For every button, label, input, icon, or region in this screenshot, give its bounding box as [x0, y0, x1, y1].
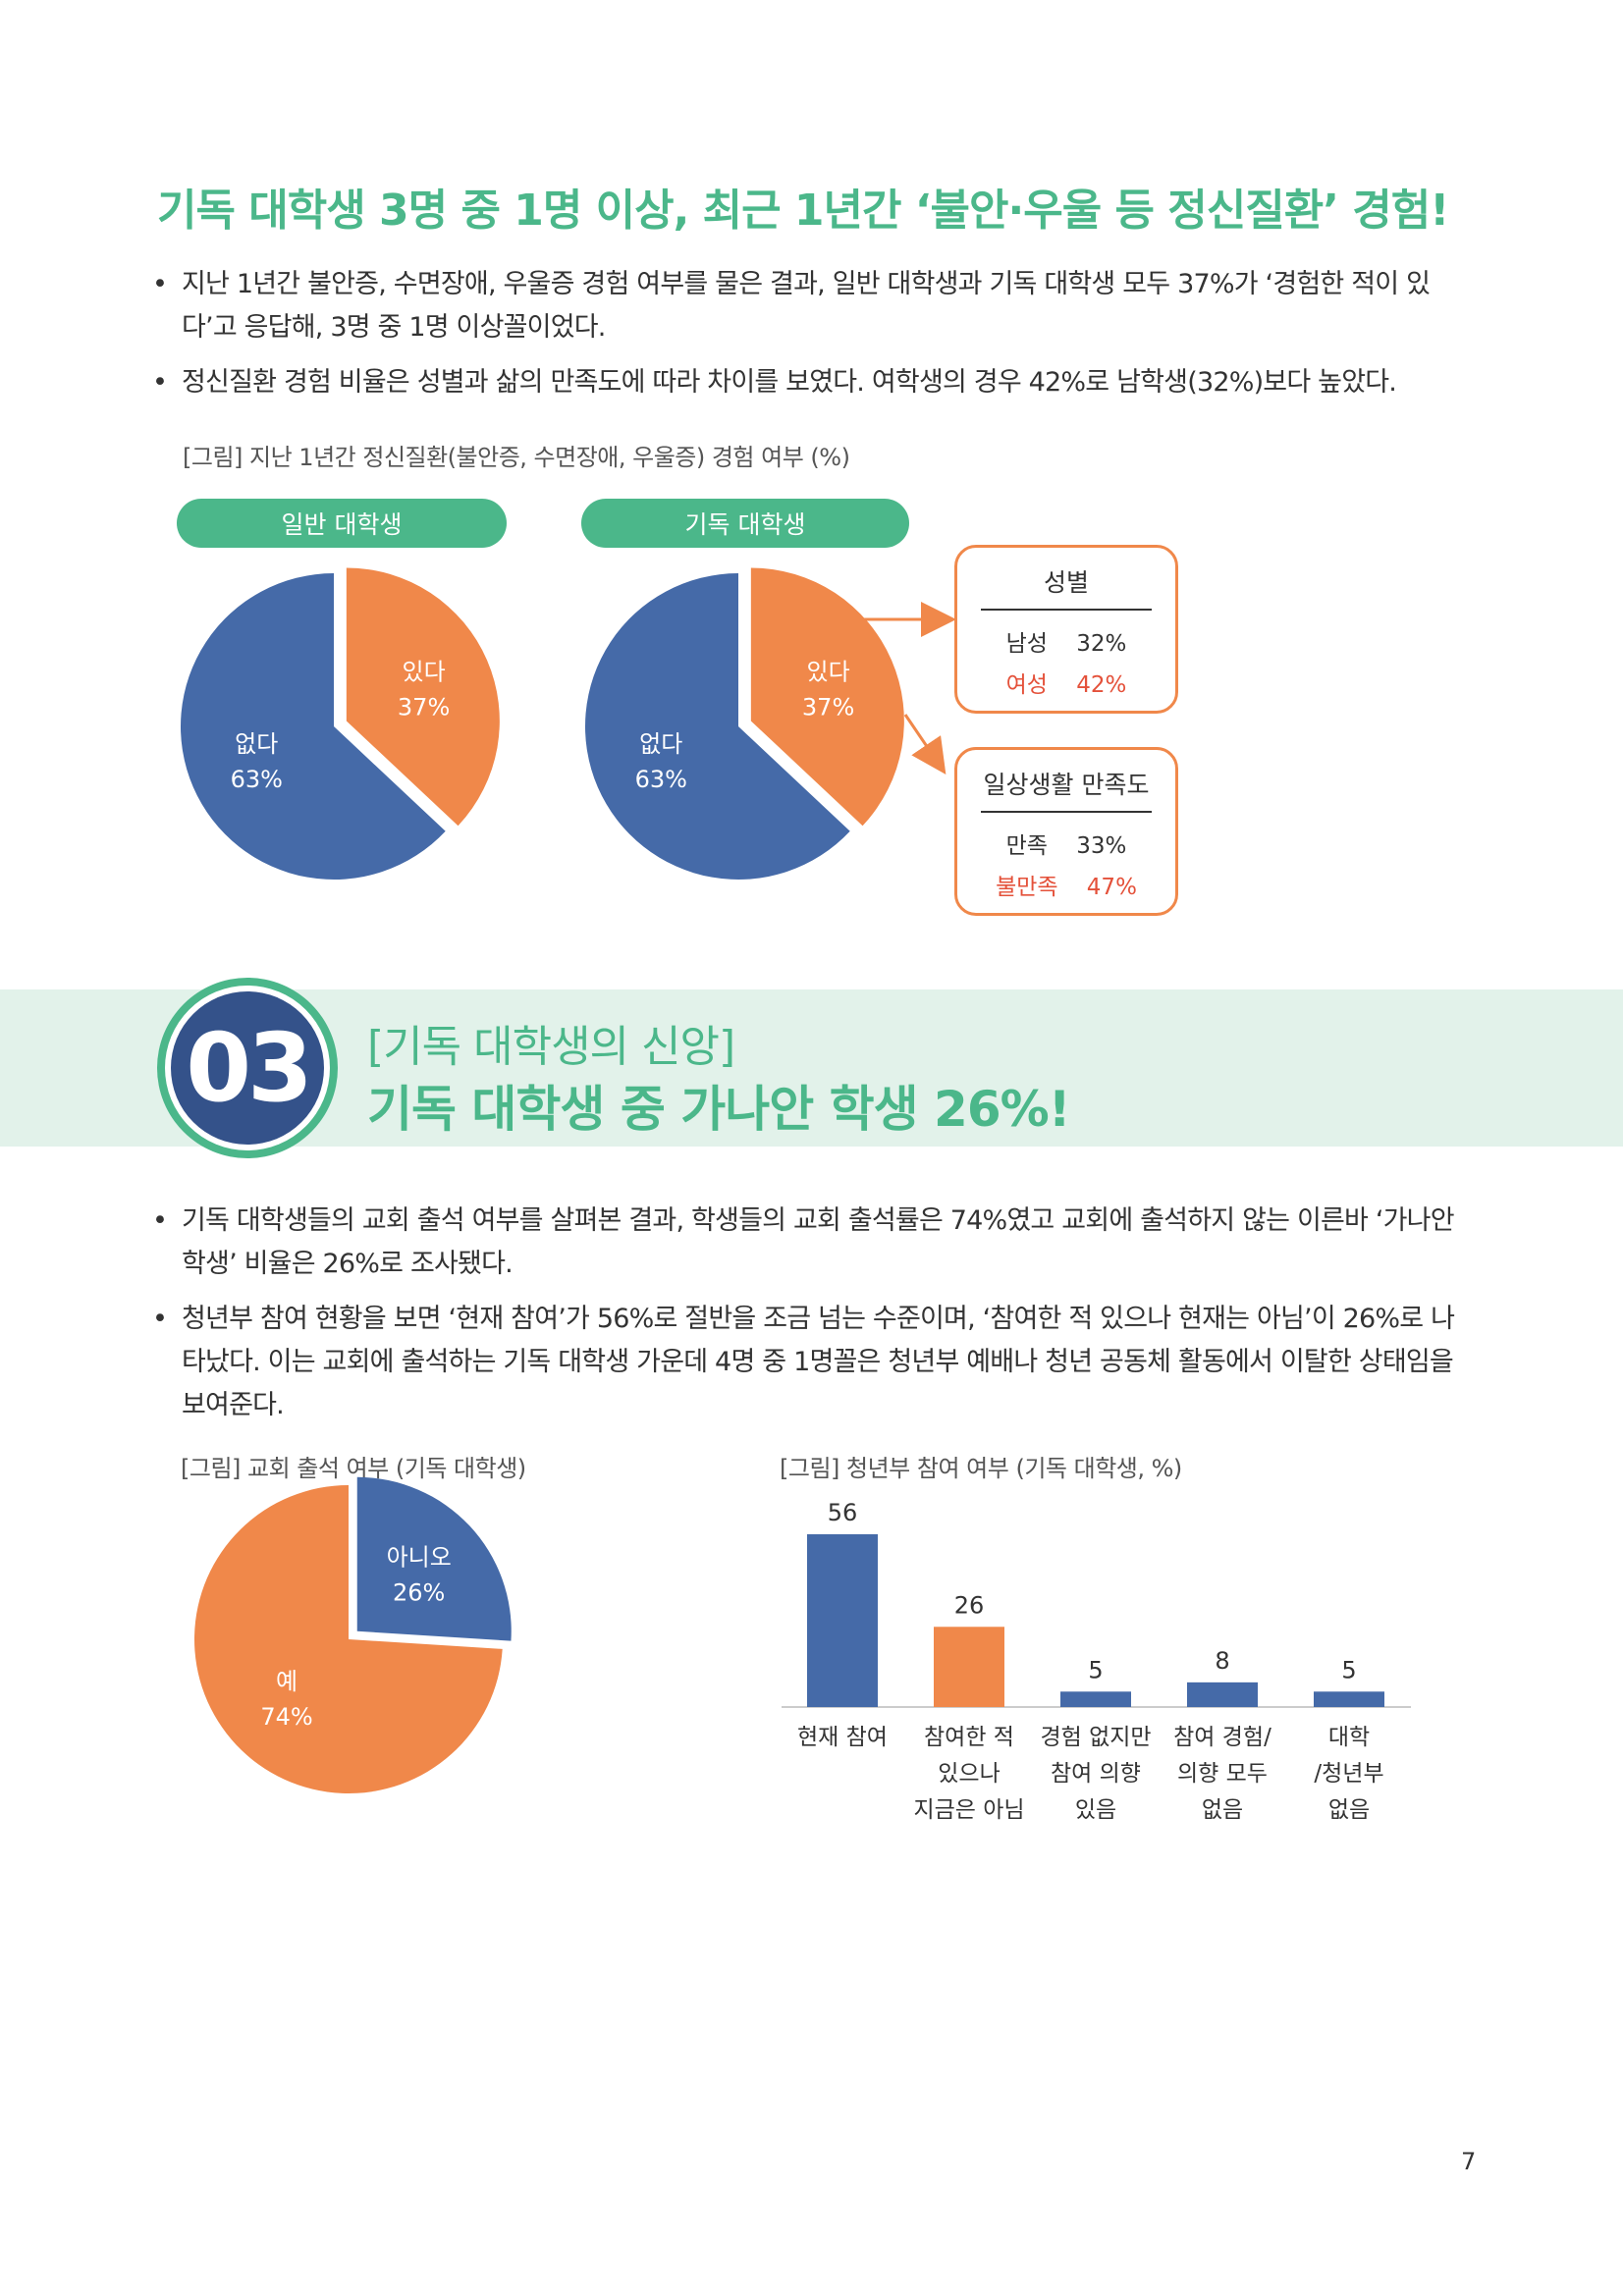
- satisfaction-row-satisfied: 만족 33%: [957, 827, 1175, 860]
- bar-category-label: /청년부: [1314, 1761, 1383, 1787]
- unsatisfied-value: 47%: [1086, 875, 1137, 900]
- unsatisfied-label: 불만족: [996, 875, 1058, 900]
- satisfied-value: 33%: [1076, 833, 1127, 859]
- bar: [1187, 1682, 1258, 1707]
- pill-label-general: 일반 대학생: [177, 499, 507, 548]
- pie-slice-2: [585, 573, 850, 880]
- bar-category-label: 현재 참여: [797, 1725, 888, 1750]
- pie-slice-label: 아니오: [387, 1544, 452, 1572]
- satisfaction-row-unsatisfied: 불만족 47%: [957, 868, 1175, 901]
- pill-label-christian: 기독 대학생: [581, 499, 909, 548]
- bar-value-label: 5: [1341, 1656, 1356, 1683]
- pie-slice-value: 63%: [635, 766, 687, 793]
- female-value: 42%: [1076, 672, 1127, 698]
- bar-value-label: 56: [828, 1499, 858, 1526]
- pie-slice-1: [750, 567, 904, 827]
- pie-slice-label: 있다: [807, 658, 850, 685]
- male-label: 남성: [1005, 631, 1048, 657]
- bar-value-label: 8: [1215, 1647, 1229, 1675]
- figure1-svg: 있다 37% 없다 63% 있다 37% 없다 63%: [180, 567, 956, 880]
- bullet-item: 청년부 참여 현황을 보면 ‘현재 참여’가 56%로 절반을 조금 넘는 수준…: [152, 1298, 1473, 1427]
- figure-caption: [그림] 지난 1년간 정신질환(불안증, 수면장애, 우울증) 경험 여부 (…: [183, 444, 850, 471]
- bar-value-label: 26: [954, 1591, 985, 1619]
- pie-slice-1: [346, 567, 500, 827]
- bar-category-label: 참여한 적: [924, 1725, 1014, 1750]
- bar-value-label: 5: [1088, 1656, 1103, 1683]
- male-value: 32%: [1076, 631, 1127, 657]
- divider: [981, 609, 1152, 611]
- bar-category-label: 의향 모두: [1177, 1761, 1268, 1787]
- page-number: 7: [1461, 2148, 1477, 2175]
- pie-slice-2: [194, 1485, 503, 1793]
- divider: [981, 811, 1152, 813]
- section-number-badge: 03: [171, 991, 324, 1145]
- gender-row-female: 여성 42%: [957, 666, 1175, 699]
- section-title: 기독 대학생 중 가나안 학생 26%!: [367, 1081, 1071, 1138]
- pie-slice-value: 74%: [260, 1703, 312, 1731]
- satisfaction-breakdown-box: 일상생활 만족도 만족 33% 불만족 47%: [954, 747, 1178, 916]
- arrow-to-satisfaction: [903, 714, 947, 774]
- pie-slice-label: 없다: [639, 730, 682, 758]
- pie-chart-church-attendance: 아니오 26% 예 74%: [194, 1476, 512, 1793]
- bar-category-label: 있음: [1075, 1797, 1116, 1823]
- bar-category-label: 경험 없지만: [1040, 1725, 1151, 1750]
- section-subtitle: [기독 대학생의 신앙]: [367, 1022, 735, 1072]
- bar: [934, 1627, 1004, 1707]
- pie-slice-value: 37%: [398, 693, 450, 721]
- bar-category-label: 대학: [1328, 1725, 1370, 1750]
- bar: [1314, 1691, 1384, 1707]
- bullet-item: 기독 대학생들의 교회 출석 여부를 살펴본 결과, 학생들의 교회 출석률은 …: [152, 1200, 1473, 1286]
- pie-slice-2: [180, 573, 446, 880]
- bullet-item: 정신질환 경험 비율은 성별과 삶의 만족도에 따라 차이를 보였다. 여학생의…: [152, 361, 1473, 404]
- headline: 기독 대학생 3명 중 1명 이상, 최근 1년간 ‘불안·우울 등 정신질환’…: [157, 186, 1449, 236]
- bar-category-label: 지금은 아님: [913, 1797, 1024, 1823]
- gender-box-title: 성별: [1043, 568, 1089, 597]
- gender-breakdown-box: 성별 남성 32% 여성 42%: [954, 545, 1178, 714]
- bar: [807, 1534, 878, 1707]
- pie-chart-christian: 있다 37% 없다 63%: [585, 567, 904, 880]
- pie-slice-1: [356, 1476, 512, 1641]
- pie-chart-general: 있다 37% 없다 63%: [180, 567, 500, 880]
- satisfaction-box-title: 일상생활 만족도: [983, 771, 1150, 799]
- bullet-item: 지난 1년간 불안증, 수면장애, 우울증 경험 여부를 물은 결과, 일반 대…: [152, 263, 1473, 349]
- pie-slice-label: 예: [276, 1668, 298, 1695]
- pie-slice-value: 37%: [802, 693, 854, 721]
- bar-category-label: 없음: [1328, 1797, 1370, 1823]
- satisfied-label: 만족: [1005, 833, 1048, 859]
- pie-slice-label: 있다: [403, 658, 446, 685]
- figure-caption: [그림] 교회 출석 여부 (기독 대학생): [181, 1455, 526, 1482]
- gender-row-male: 남성 32%: [957, 624, 1175, 658]
- bullet-list-top: 지난 1년간 불안증, 수면장애, 우울증 경험 여부를 물은 결과, 일반 대…: [152, 263, 1473, 416]
- pie-slice-label: 없다: [235, 730, 278, 758]
- bar-category-label: 없음: [1202, 1797, 1243, 1823]
- pie-slice-value: 63%: [231, 766, 283, 793]
- bullet-list-bottom: 기독 대학생들의 교회 출석 여부를 살펴본 결과, 학생들의 교회 출석률은 …: [152, 1200, 1473, 1439]
- figure-caption: [그림] 청년부 참여 여부 (기독 대학생, %): [780, 1455, 1182, 1482]
- bar-category-label: 참여 경험/: [1173, 1725, 1271, 1750]
- pie-slice-value: 26%: [393, 1579, 445, 1607]
- bar-category-label: 참여 의향: [1051, 1761, 1141, 1787]
- bar-category-label: 있으나: [938, 1761, 1000, 1787]
- bar: [1060, 1691, 1131, 1707]
- female-label: 여성: [1005, 672, 1048, 698]
